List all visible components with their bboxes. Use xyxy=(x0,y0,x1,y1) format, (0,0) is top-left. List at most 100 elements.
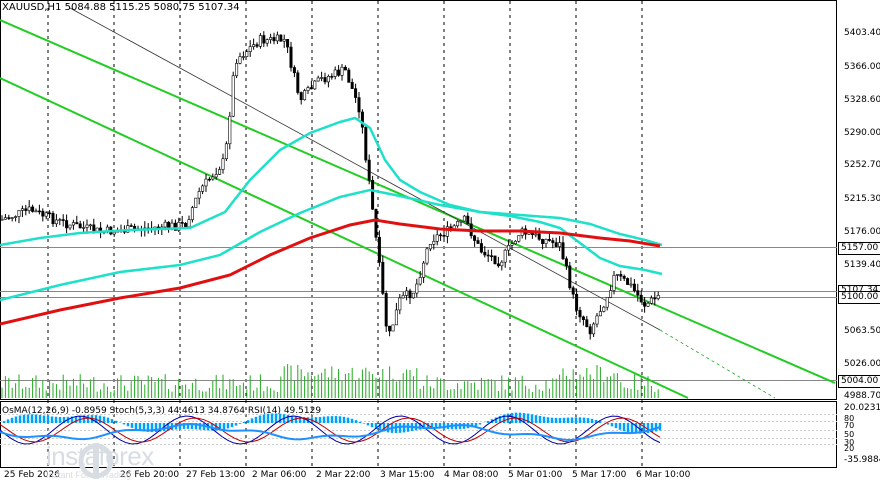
candle-body xyxy=(296,72,300,93)
candle-body xyxy=(360,111,364,128)
candle-body xyxy=(507,244,511,251)
candle-body xyxy=(578,310,582,318)
candle-body xyxy=(432,241,436,245)
candle-body xyxy=(272,37,276,42)
candle-body xyxy=(303,90,307,101)
time-tick: 3 Mar 15:00 xyxy=(380,470,435,480)
stoch-level-tick: 20 xyxy=(844,444,855,453)
candle-body xyxy=(238,56,242,64)
candle-body xyxy=(71,222,75,226)
candle-body xyxy=(541,239,545,244)
candle-body xyxy=(265,39,269,44)
candle-body xyxy=(473,235,477,241)
candle-body xyxy=(245,51,249,57)
price-tick: 5328.60 xyxy=(844,95,880,105)
candle-body xyxy=(78,223,82,229)
candle-body xyxy=(133,226,137,229)
candle-body xyxy=(371,180,375,210)
candle-body xyxy=(486,254,490,257)
candle-body xyxy=(262,35,266,44)
candle-body xyxy=(163,221,167,228)
candle-body xyxy=(88,224,92,227)
candle-body xyxy=(27,206,31,211)
candle-body xyxy=(207,178,211,181)
candle-body xyxy=(14,216,18,218)
candle-body xyxy=(3,217,7,220)
rsi-line xyxy=(0,423,661,441)
candle-body xyxy=(615,274,619,276)
candle-body xyxy=(24,208,28,211)
current-price-tag: 5100.00 xyxy=(838,291,880,304)
candle-body xyxy=(241,56,245,58)
ema-medium-line xyxy=(0,188,663,302)
price-pane-frame xyxy=(0,0,837,400)
price-tick: 5403.40 xyxy=(844,28,880,38)
candle-body xyxy=(48,212,52,215)
candle-body xyxy=(289,46,293,68)
candle-body xyxy=(629,283,633,286)
resistance-price-tag: 5157.00 xyxy=(838,242,880,255)
candle-body xyxy=(269,37,273,40)
candle-body xyxy=(58,219,62,221)
candle-body xyxy=(20,208,24,211)
candle-body xyxy=(374,208,378,238)
candle-body xyxy=(622,275,626,279)
candle-body xyxy=(585,319,589,328)
candle-body xyxy=(592,323,596,335)
candle-body xyxy=(435,234,439,242)
candle-body xyxy=(299,92,303,101)
candle-body xyxy=(636,290,640,296)
candle-body xyxy=(337,69,341,76)
candle-body xyxy=(476,240,480,244)
candle-body xyxy=(218,169,222,175)
candle-body xyxy=(214,174,218,178)
candle-body xyxy=(517,235,521,242)
candle-body xyxy=(632,283,636,291)
candle-body xyxy=(619,274,623,277)
candle-body xyxy=(598,311,602,317)
candle-body xyxy=(558,242,562,247)
candle-body xyxy=(653,297,657,300)
channel-mid-line xyxy=(69,7,661,331)
candle-body xyxy=(367,159,371,181)
candle-body xyxy=(496,263,500,267)
candle-body xyxy=(279,34,283,42)
time-tick: 5 Mar 17:00 xyxy=(572,470,627,480)
candle-body xyxy=(170,222,174,229)
time-tick: 2 Mar 06:00 xyxy=(252,470,307,480)
candle-body xyxy=(537,233,541,240)
candle-body xyxy=(54,219,58,225)
time-tick: 4 Mar 08:00 xyxy=(444,470,499,480)
channel-mid-projection xyxy=(659,329,776,399)
support-price-tag: 5004.00 xyxy=(838,375,880,388)
price-tick: 5215.30 xyxy=(844,194,880,204)
candle-body xyxy=(323,77,327,83)
candle-body xyxy=(275,34,279,42)
candle-body xyxy=(61,219,65,221)
candle-body xyxy=(605,297,609,308)
candle-body xyxy=(41,210,45,217)
candle-body xyxy=(31,206,35,212)
candle-body xyxy=(459,220,463,223)
candle-body xyxy=(350,82,354,89)
candle-body xyxy=(228,115,232,145)
price-tick: 5252.70 xyxy=(844,160,880,170)
candle-body xyxy=(224,143,228,160)
candle-body xyxy=(554,242,558,247)
candle-body xyxy=(479,243,483,253)
candle-body xyxy=(513,240,517,245)
indicator-pane-frame xyxy=(0,401,837,468)
candle-body xyxy=(500,261,504,267)
candle-body xyxy=(405,290,409,296)
candle-body xyxy=(320,77,324,79)
candle-body xyxy=(258,35,262,47)
candle-body xyxy=(456,221,460,227)
candle-body xyxy=(129,225,133,227)
candle-body xyxy=(394,309,398,326)
candle-body xyxy=(649,297,653,304)
time-tick: 25 Feb 2026 xyxy=(4,470,61,480)
candle-body xyxy=(388,325,392,332)
candle-body xyxy=(194,197,198,208)
